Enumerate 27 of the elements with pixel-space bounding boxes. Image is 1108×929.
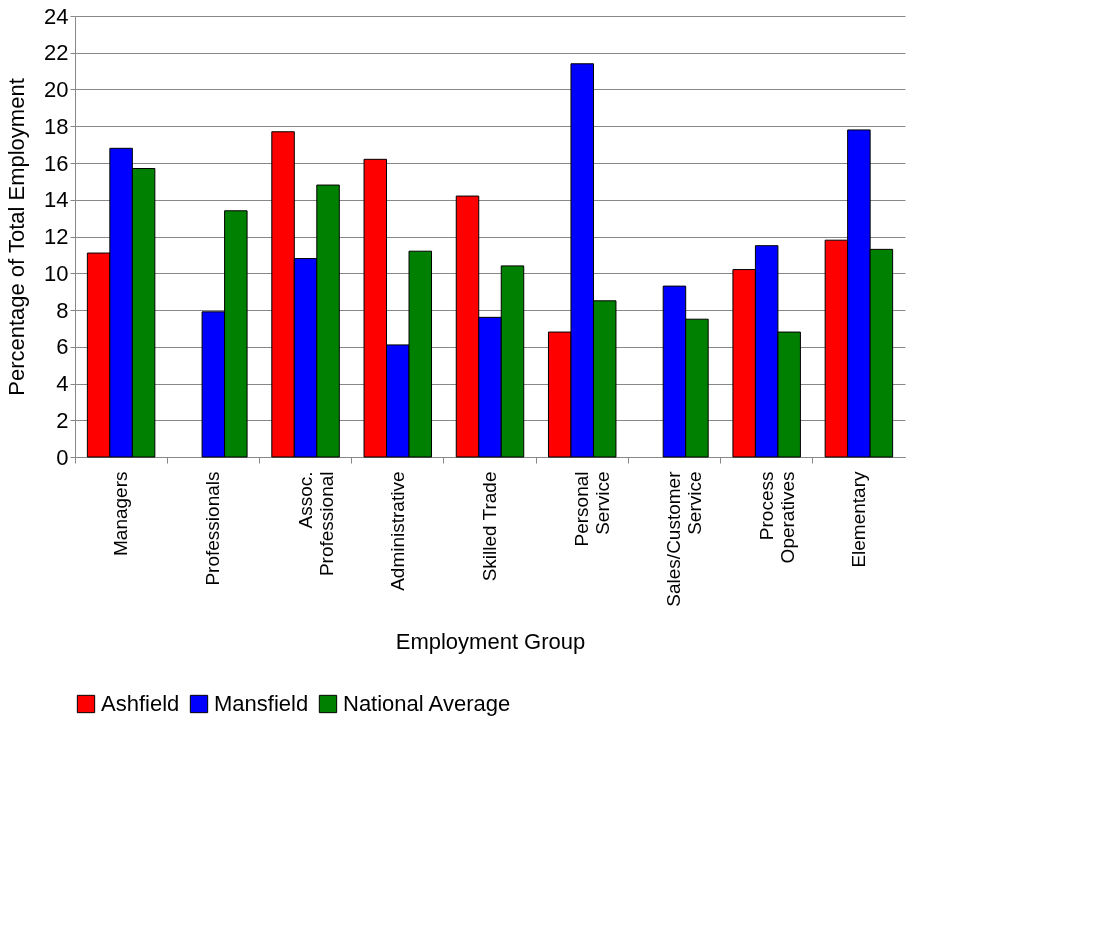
y-tick-label: 18 (44, 113, 69, 139)
y-tick-label: 12 (44, 224, 69, 249)
legend-label: Mansfield (214, 691, 309, 716)
x-axis-title: Employment Group (395, 628, 586, 654)
y-tick-label: 20 (44, 77, 69, 102)
x-tick-label: Elementary (847, 471, 869, 568)
y-tick-label: 10 (44, 260, 69, 286)
x-tick-label: Personal Service (571, 471, 614, 547)
x-tick-label: Administrative (386, 471, 408, 591)
x-tick-label: Managers (110, 471, 132, 556)
legend-label: National Average (343, 691, 511, 716)
legend-label: Ashfield (101, 691, 180, 716)
y-tick-label: 8 (56, 297, 69, 323)
y-tick-label: 6 (56, 334, 69, 360)
y-tick-label: 0 (56, 444, 69, 470)
x-tick-label: Professionals (202, 471, 224, 586)
y-tick-label: 22 (44, 40, 69, 66)
x-tick-label: Assoc. Professional (294, 471, 337, 577)
y-tick-label: 16 (44, 150, 69, 176)
y-tick-label: 2 (56, 407, 69, 433)
x-tick-label: Process Operatives (755, 471, 798, 564)
y-tick-label: 24 (44, 3, 69, 29)
x-tick-label: Sales/Customer Service (663, 470, 706, 607)
y-tick-label: 14 (44, 187, 69, 213)
y-axis-title: Percentage of Total Employment (4, 78, 30, 396)
x-tick-label: Skilled Trade (479, 471, 500, 582)
y-tick-label: 4 (56, 371, 69, 396)
